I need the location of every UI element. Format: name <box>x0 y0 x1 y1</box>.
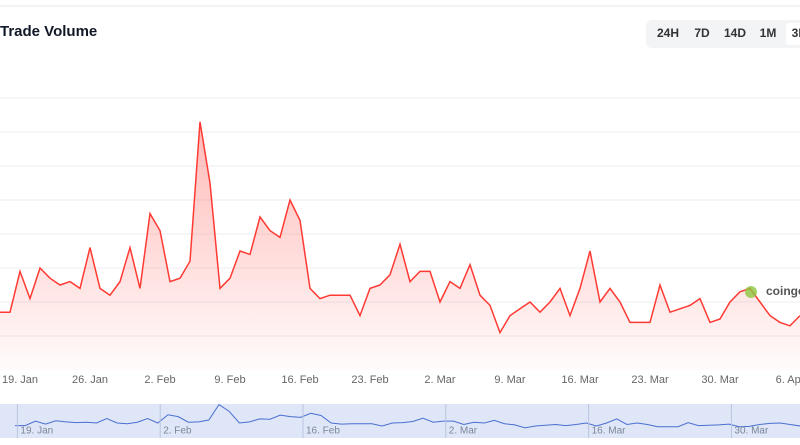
x-tick-label: 16. Mar <box>561 374 599 386</box>
x-tick-label: 9. Mar <box>494 374 526 386</box>
x-tick-label: 23. Feb <box>351 374 388 386</box>
navigator-label: 19. Jan <box>20 426 53 437</box>
x-tick-label: 9. Feb <box>214 374 245 386</box>
range-button[interactable]: 3M <box>786 23 800 45</box>
chart-title: Trade Volume <box>0 23 97 40</box>
navigator-label: 30. Mar <box>734 426 769 437</box>
x-tick-label: 6. Apr <box>776 374 800 386</box>
navigator-label: 2. Mar <box>449 426 478 437</box>
range-button[interactable]: 7D <box>694 26 710 40</box>
range-button-label: 14D <box>724 26 746 40</box>
x-tick-label: 2. Feb <box>144 374 175 386</box>
watermark: coingecko <box>766 284 800 298</box>
range-button[interactable]: 24H <box>657 26 679 40</box>
range-button[interactable]: 1M <box>760 26 777 40</box>
navigator-label: 2. Feb <box>163 426 192 437</box>
x-tick-label: 2. Mar <box>424 374 456 386</box>
x-tick-label: 30. Mar <box>701 374 739 386</box>
navigator <box>0 404 800 438</box>
range-button-active <box>786 23 800 45</box>
range-button[interactable]: 14D <box>724 26 746 40</box>
watermark-logo <box>745 286 757 298</box>
range-button-label: 24H <box>657 26 679 40</box>
x-tick-label: 23. Mar <box>631 374 669 386</box>
x-tick-label: 16. Feb <box>281 374 318 386</box>
navigator-label: 16. Mar <box>592 426 627 437</box>
line <box>0 121 800 335</box>
range-button-label: 1M <box>760 26 777 40</box>
navigator-line <box>15 403 800 429</box>
x-tick-label: 19. Jan <box>2 374 38 386</box>
range-button-label: 3M <box>792 26 800 40</box>
range-selector <box>646 20 800 48</box>
navigator-label: 16. Feb <box>306 426 340 437</box>
x-tick-label: 26. Jan <box>72 374 108 386</box>
range-button-label: 7D <box>694 26 710 40</box>
